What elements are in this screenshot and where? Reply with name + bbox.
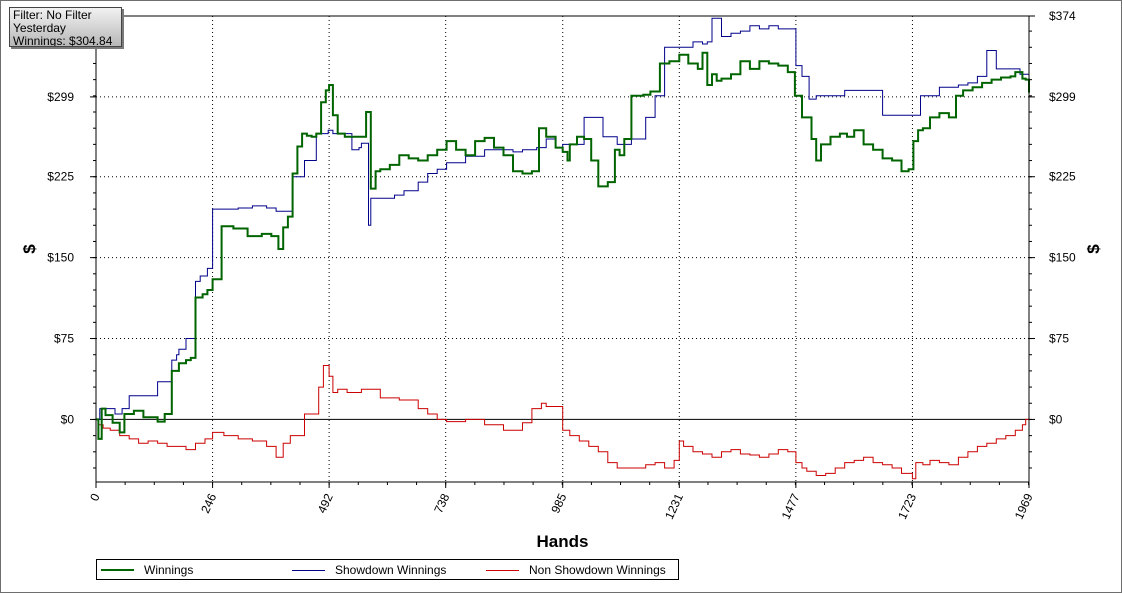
legend-item-showdown: Showdown Winnings <box>292 562 446 578</box>
legend-swatch-winnings <box>101 569 134 571</box>
x-tick-label: 246 <box>198 491 219 515</box>
legend-item-non-showdown: Non Showdown Winnings <box>486 562 666 578</box>
series-line-showdown-winnings <box>96 17 1029 420</box>
grid <box>96 16 1029 482</box>
y-tick-label-left: $75 <box>54 332 74 346</box>
y-tick-label-left: $0 <box>61 412 75 426</box>
series-line-non-showdown-winnings <box>96 365 1030 480</box>
series-lines <box>96 17 1030 480</box>
y-tick-label-left: $299 <box>47 90 74 104</box>
x-tick-label: 0 <box>87 491 103 503</box>
y-tick-label-left: $225 <box>47 170 74 184</box>
legend-swatch-showdown <box>292 569 325 571</box>
filter-info-box: Filter: No Filter Yesterday Winnings: $3… <box>9 7 122 47</box>
y-axis-title-left: $ <box>20 244 39 254</box>
y-tick-label-right: $75 <box>1049 332 1069 346</box>
legend-label-showdown: Showdown Winnings <box>335 563 447 577</box>
x-tick-label: 1723 <box>895 491 919 521</box>
winnings-text: Winnings: $304.84 <box>13 34 113 47</box>
y-axis-title-right: $ <box>1084 244 1103 254</box>
x-tick-label: 1231 <box>662 491 686 521</box>
x-tick-label: 1969 <box>1012 491 1036 521</box>
legend-label-winnings: Winnings <box>144 563 194 577</box>
y-tick-label-right: $150 <box>1049 251 1076 265</box>
legend-item-winnings: Winnings <box>101 562 193 578</box>
x-tick-label: 1477 <box>779 491 803 521</box>
y-tick-label-right: $0 <box>1049 412 1063 426</box>
x-tick-label: 738 <box>431 491 452 515</box>
y-tick-label-left: $150 <box>47 251 74 265</box>
series-line-winnings <box>96 51 1030 440</box>
y-tick-label-right: $225 <box>1049 170 1076 184</box>
x-axis-title: Hands <box>537 532 589 551</box>
period-text: Yesterday <box>13 21 66 35</box>
legend: Winnings Showdown Winnings Non Showdown … <box>96 559 679 580</box>
x-tick-label: 492 <box>315 491 336 515</box>
legend-swatch-non-showdown <box>486 569 519 571</box>
filter-text: Filter: No Filter <box>13 8 92 22</box>
legend-label-non-showdown: Non Showdown Winnings <box>529 563 666 577</box>
y-tick-label-right: $374 <box>1049 9 1076 23</box>
tick-labels: 0 246 492 738 985 1231 1477 1723 1969 $0 $0 $75 $75 $… <box>47 9 1076 521</box>
y-tick-label-right: $299 <box>1049 90 1076 104</box>
x-tick-label: 985 <box>548 491 569 515</box>
plot-area <box>95 15 1030 483</box>
